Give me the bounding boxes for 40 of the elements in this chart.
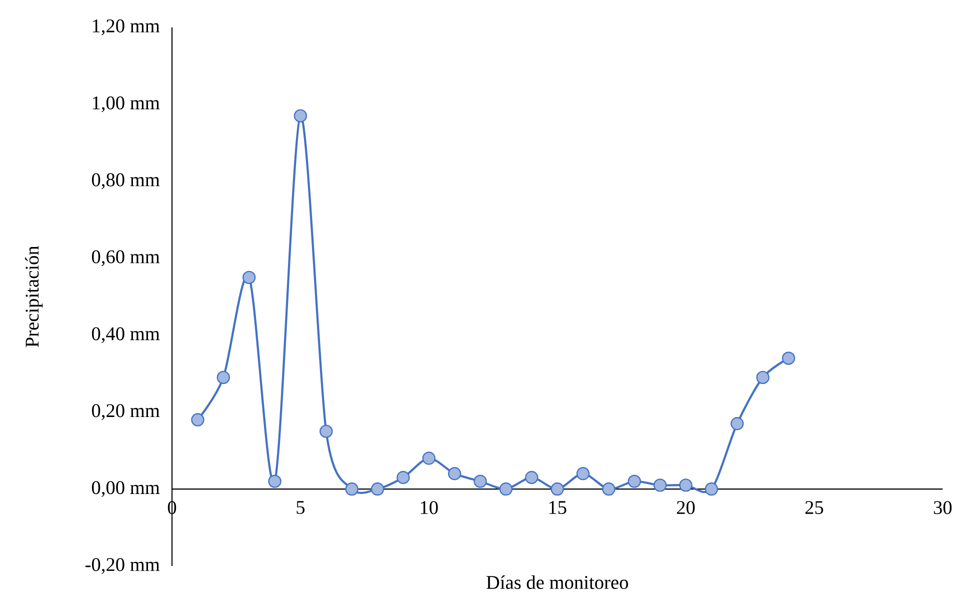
x-tick-label: 5 xyxy=(296,501,305,514)
y-axis-title: Precipitación xyxy=(25,246,43,348)
point xyxy=(499,482,513,496)
y-tick-label: 0,20 mm xyxy=(92,404,160,420)
point xyxy=(550,482,564,496)
point xyxy=(602,482,616,496)
point xyxy=(679,478,692,492)
x-tick-label: 30 xyxy=(934,501,952,514)
point xyxy=(730,417,744,430)
y-tick-label: 0,00 mm xyxy=(92,481,160,497)
point xyxy=(782,352,796,365)
y-tick-label: -0,20 mm xyxy=(85,558,160,574)
y-tick-label: 1,00 mm xyxy=(92,96,160,112)
x-tick-label: 25 xyxy=(805,501,824,514)
point xyxy=(576,467,590,480)
y-tick-label: 0,40 mm xyxy=(92,327,160,344)
point xyxy=(704,482,718,496)
point xyxy=(216,370,230,384)
y-tick-label: 1,20 mm xyxy=(92,19,160,36)
point xyxy=(370,482,384,496)
point xyxy=(756,370,770,384)
point xyxy=(628,474,642,488)
point xyxy=(396,470,410,484)
point xyxy=(422,452,436,465)
point xyxy=(294,109,308,122)
x-tick-label: 10 xyxy=(420,501,438,514)
point xyxy=(653,478,667,492)
x-tick-label: 15 xyxy=(549,501,566,514)
point xyxy=(242,270,256,284)
point xyxy=(320,424,333,438)
y-tick-label: 0,60 mm xyxy=(92,250,160,266)
point xyxy=(448,467,462,480)
point xyxy=(474,474,487,488)
x-tick-label: 20 xyxy=(676,501,695,514)
point xyxy=(345,482,358,496)
point xyxy=(268,474,282,488)
y-tick-label: 0,80 mm xyxy=(92,173,160,190)
point xyxy=(525,470,538,484)
point xyxy=(191,413,204,426)
x-axis-title: Días de monitoreo xyxy=(486,575,628,589)
